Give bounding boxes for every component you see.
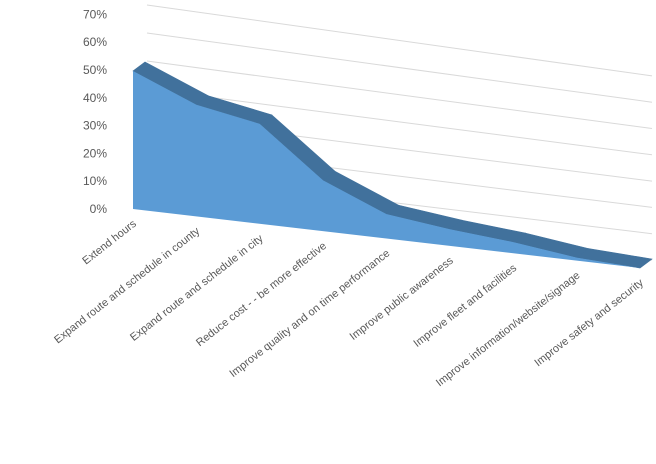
- x-category-label: Improve information/website/signage: [434, 270, 583, 390]
- y-tick-label: 40%: [83, 91, 107, 105]
- gridline-40: [146, 88, 653, 156]
- y-tick-label: 50%: [83, 63, 107, 77]
- y-tick-label: 0%: [90, 202, 108, 216]
- area-front-face: [133, 70, 640, 269]
- y-tick-label: 70%: [83, 7, 107, 21]
- y-axis-ticks: 0% 10% 20% 30% 40% 50% 60% 70%: [83, 7, 107, 216]
- y-tick-label: 20%: [83, 146, 107, 160]
- y-tick-label: 60%: [83, 35, 107, 49]
- x-category-label: Expand route and schedule in county: [52, 225, 202, 346]
- area-series: [132, 61, 653, 269]
- x-category-label: Extend hours: [80, 218, 139, 268]
- gridline-60: [146, 32, 653, 103]
- gridline-70: [146, 4, 653, 77]
- x-category-label: Expand route and schedule in city: [128, 232, 266, 343]
- y-tick-label: 30%: [83, 119, 107, 133]
- x-category-label: Reduce cost - - be more effective: [194, 240, 329, 349]
- gridline-50: [146, 60, 653, 129]
- y-tick-label: 10%: [83, 174, 107, 188]
- x-category-label: Improve quality and on time performance: [227, 247, 392, 380]
- area-top-segment: [575, 248, 653, 269]
